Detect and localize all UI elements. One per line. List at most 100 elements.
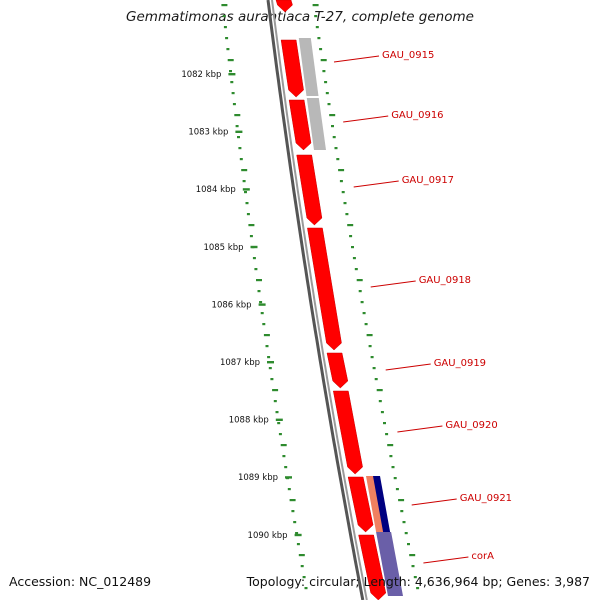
accession-text: Accession: NC_012489 xyxy=(9,574,152,589)
cds-gau-0921 xyxy=(347,476,374,533)
gc-dot-right xyxy=(358,290,362,293)
gc-dot-left xyxy=(262,323,266,326)
gc-dot-left xyxy=(242,180,246,183)
gc-dot-right xyxy=(347,224,354,227)
scale-tick-mark xyxy=(275,418,283,421)
gc-dot-left xyxy=(293,521,297,524)
gc-dot-right xyxy=(385,433,389,436)
gc-dot-right xyxy=(389,455,393,458)
gc-dot-right xyxy=(339,180,343,183)
gc-dot-left xyxy=(273,400,277,403)
gc-dot-right xyxy=(324,81,328,84)
backbone-inner xyxy=(271,0,368,600)
cds-gau-0917 xyxy=(296,154,323,226)
gc-dot-right xyxy=(387,444,394,447)
gene-label[interactable]: GAU_0916 xyxy=(391,110,443,121)
cds-gau-0919 xyxy=(326,352,349,389)
scale-tick-label: 1089 kbp xyxy=(238,473,278,483)
gc-dot-right xyxy=(354,268,358,271)
gc-dot-right xyxy=(320,59,327,62)
feature-track xyxy=(275,0,403,600)
gc-dot-right xyxy=(407,543,410,546)
gc-dot-left xyxy=(257,290,261,293)
scale-tick-label: 1083 kbp xyxy=(188,128,228,138)
gc-dot-left xyxy=(221,4,228,7)
gc-dot-right xyxy=(366,334,373,337)
scale-tick-label: 1086 kbp xyxy=(212,300,252,310)
cds-gau-0915 xyxy=(280,39,304,98)
gc-track-right xyxy=(312,4,420,590)
gc-dot-left xyxy=(245,202,249,205)
scale-tick-label: 1087 kbp xyxy=(220,358,260,368)
gc-dot-left xyxy=(298,554,305,557)
gc-dot-left xyxy=(284,466,288,469)
gc-dot-right xyxy=(364,323,368,326)
gene-leader-line xyxy=(370,280,416,288)
gc-dot-right xyxy=(317,37,321,40)
scale-tick-mark xyxy=(258,303,266,306)
gc-dot-left xyxy=(300,565,304,568)
gc-dot-right xyxy=(332,136,336,139)
scale-tick-mark xyxy=(250,245,258,249)
gc-dot-right xyxy=(362,312,366,315)
gc-dot-left xyxy=(268,367,272,370)
gc-dot-left xyxy=(282,455,286,458)
gc-dot-right xyxy=(312,4,319,7)
feature-slate xyxy=(376,532,403,596)
backbone-outer xyxy=(266,0,365,600)
gene-leader-line xyxy=(397,425,443,433)
gc-dot-left xyxy=(263,334,270,337)
gene-label[interactable]: GAU_0915 xyxy=(382,50,434,61)
scale-tick-mark xyxy=(242,188,250,191)
gc-dot-right xyxy=(325,92,329,95)
gc-dot-right xyxy=(329,114,336,117)
gene-label[interactable]: corA xyxy=(471,551,494,562)
gc-dot-left xyxy=(230,81,234,84)
gc-dot-right xyxy=(398,499,405,502)
gc-dot-left xyxy=(275,411,279,414)
gc-dot-right xyxy=(409,554,416,557)
gc-track-left xyxy=(221,4,308,590)
gc-dot-right xyxy=(315,26,319,29)
gene-label[interactable]: GAU_0918 xyxy=(419,275,471,286)
gene-labels: GAU_0915 GAU_0916 GAU_0917 GAU_0918 GAU_0919… xyxy=(333,50,512,564)
gc-dot-left xyxy=(280,444,287,447)
gc-dot-left xyxy=(304,587,308,590)
gc-dot-left xyxy=(256,279,262,282)
gc-dot-left xyxy=(287,488,291,491)
gc-dot-left xyxy=(259,301,263,304)
scale-tick-mark xyxy=(235,130,243,133)
gc-dot-left xyxy=(260,312,264,315)
gc-dot-right xyxy=(351,246,354,249)
gc-dot-right xyxy=(370,356,374,359)
gc-dot-right xyxy=(336,158,340,161)
gene-label[interactable]: GAU_0920 xyxy=(445,420,497,431)
cds-gau-0920 xyxy=(332,390,363,475)
gene-label[interactable]: GAU_0919 xyxy=(434,358,486,369)
feature-gray-2 xyxy=(306,98,326,150)
gene-label[interactable]: GAU_0921 xyxy=(460,493,512,504)
gc-dot-right xyxy=(356,279,363,282)
gc-dot-left xyxy=(232,103,236,106)
scale-tick-mark xyxy=(285,476,292,479)
gene-leader-line xyxy=(385,363,431,371)
feature-gray-1 xyxy=(298,38,319,96)
scale-tick-mark xyxy=(294,533,302,537)
gc-dot-right xyxy=(345,213,349,216)
gc-dot-right xyxy=(404,532,408,535)
gc-dot-right xyxy=(391,466,395,469)
gc-dot-left xyxy=(254,268,258,271)
gc-dot-right xyxy=(374,378,378,381)
gene-label[interactable]: GAU_0917 xyxy=(402,175,454,186)
gc-dot-right xyxy=(402,521,406,524)
gc-dot-left xyxy=(241,169,248,172)
cds-gau-0916 xyxy=(288,99,312,151)
cds-cora xyxy=(358,534,387,600)
gc-dot-left xyxy=(267,356,271,359)
map-title: Gemmatimonas aurantiaca T-27, complete g… xyxy=(126,9,474,25)
cds-fragment-top xyxy=(275,0,293,13)
gc-dot-left xyxy=(246,213,250,216)
scale-ticks: 1082 kbp 1083 kbp 1084 kbp 1085 kbp 1086 kbp… xyxy=(181,70,302,541)
gc-dot-left xyxy=(302,576,306,579)
scale-tick-label: 1088 kbp xyxy=(229,416,269,426)
